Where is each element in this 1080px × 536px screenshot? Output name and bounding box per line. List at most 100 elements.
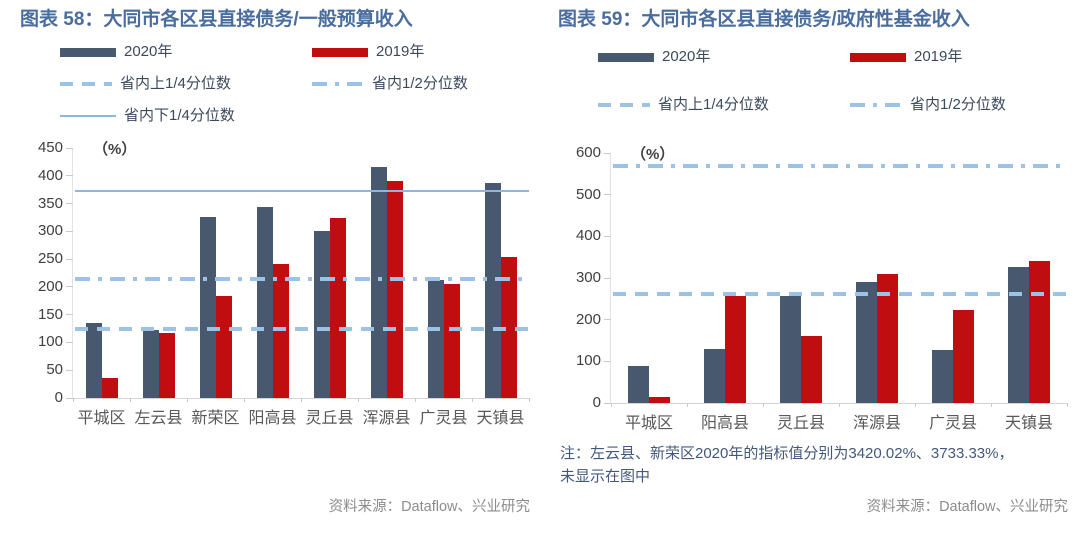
chart-59-column: 图表 59：大同市各区县直接债务/政府性基金收入 2020年 2019年省内上1/… [558,6,1070,530]
legend-item: 省内1/2分位数 [312,74,532,94]
unit-label: （%） [93,141,137,158]
y-tick [604,319,611,321]
x-axis-label: 浑源县 [852,415,902,432]
y-tick [66,203,73,205]
x-axis-label: 灵丘县 [776,415,826,432]
bar-2019年 [725,296,746,403]
y-tick [604,152,611,154]
x-tick [610,403,612,407]
y-axis-label: 150 [37,305,63,323]
quantile-line-dashed [75,327,529,332]
x-axis-label: 阳高县 [248,410,297,427]
legend-swatch-bar-icon [312,47,368,57]
y-axis-label: 100 [37,333,63,351]
x-tick [838,403,840,407]
x-axis-label: 左云县 [134,410,183,427]
legend-label: 2020年 [662,48,711,65]
bar-2020年 [1008,266,1029,403]
bar-2019年 [158,333,175,398]
bar-2020年 [199,216,216,398]
source-label: 资料来源：Dataflow、兴业研究 [866,499,1068,515]
plot-wrap: （%） 0 50 100 150 200 250 300 350 400 450 平城区 左云县 新荣区… [38,139,532,427]
y-tick [604,360,611,362]
bar-2020年 [856,281,877,403]
x-axis-label: 天镇县 [1004,415,1054,432]
x-axis-label: 阳高县 [700,415,750,432]
y-axis-label: 250 [37,250,63,268]
legend-item: 2019年 [312,42,532,62]
bar-2019年 [215,296,232,398]
x-axis-label: 平城区 [77,410,126,427]
quantile-line-dashed [613,291,1067,296]
y-tick [604,277,611,279]
legend-label: 2020年 [124,43,173,60]
y-tick [66,314,73,316]
legend: 2020年 2019年省内上1/4分位数 省内1/2分位数 [598,42,1070,139]
x-tick [129,398,131,402]
bar-2019年 [649,396,670,403]
legend-swatch-dashed-icon [598,103,650,107]
bar-2020年 [370,167,387,398]
y-axis-label: 200 [575,310,601,328]
y-tick [66,230,73,232]
legend-item: 省内上1/4分位数 [598,95,850,115]
x-axis-label: 灵丘县 [305,410,354,427]
chart-title: 图表 59：大同市各区县直接债务/政府性基金收入 [558,9,970,30]
y-axis-label: 400 [37,166,63,184]
x-axis-label: 新荣区 [191,410,240,427]
y-axis-label: 0 [54,389,63,406]
bar-2020年 [256,207,273,398]
legend-label: 2019年 [914,48,963,65]
legend-swatch-dashed-icon [60,82,112,86]
bar-2020年 [628,366,649,403]
legend: 2020年 2019年省内上1/4分位数 省内1/2分位数省内下1/4分位数 [60,42,532,134]
bar-2019年 [329,218,346,398]
y-axis-label: 200 [37,277,63,295]
x-axis-label: 浑源县 [362,410,411,427]
x-tick [357,398,359,402]
x-tick [414,398,416,402]
y-tick [66,397,73,399]
bar-2020年 [704,348,725,403]
bar-2020年 [780,295,801,403]
y-axis-label: 400 [575,227,601,245]
plot-wrap: （%） 0 100 200 300 400 500 600 平城区 阳高县 灵丘县 浑源县 广灵县 天镇… [576,144,1070,432]
y-axis-label: 600 [575,144,601,161]
note-line: 注：左云县、新荣区2020年的指标值分别为3420.02%、3733.33%， [560,445,1014,462]
legend-item: 2019年 [850,47,1070,67]
x-tick [528,398,530,402]
bar-2019年 [801,336,822,403]
y-tick [604,194,611,196]
legend-swatch-bar-icon [598,52,654,62]
bar-2020年 [932,350,953,403]
y-axis-label: 350 [37,194,63,212]
y-tick [604,235,611,237]
plot-region: （%） 0 100 200 300 400 500 600 平城区 阳高县 灵丘县 浑源县 广灵县 天镇… [576,144,1068,432]
legend-label: 省内上1/4分位数 [120,75,231,92]
note-line: 未显示在图中 [560,468,651,485]
bar-2019年 [386,181,403,398]
x-axis-label: 天镇县 [476,410,525,427]
source-label: 资料来源：Dataflow、兴业研究 [328,499,530,515]
y-axis-label: 450 [37,139,63,156]
bar-2020年 [427,279,444,398]
legend-label: 2019年 [376,43,425,60]
x-tick [990,403,992,407]
legend-swatch-dashdot-icon [850,103,902,107]
legend-label: 省内1/2分位数 [910,96,1006,113]
y-tick [604,402,611,404]
chart-58-column: 图表 58：大同市各区县直接债务/一般预算收入 2020年 2019年 省内上1/4… [20,6,532,530]
bar-2020年 [85,323,102,398]
y-axis-label: 100 [575,352,601,370]
y-axis-label: 50 [46,361,63,379]
y-axis-label: 300 [575,269,601,286]
legend-label: 省内1/2分位数 [372,75,468,92]
legend-item: 2020年 [598,47,850,67]
quantile-line-dashdot [613,164,1067,169]
note: 注：左云县、新荣区2020年的指标值分别为3420.02%、3733.33%， 未… [560,442,1014,488]
legend-label: 省内下1/4分位数 [124,107,235,124]
x-tick [300,398,302,402]
bar-2020年 [313,230,330,398]
legend-swatch-bar-icon [850,52,906,62]
